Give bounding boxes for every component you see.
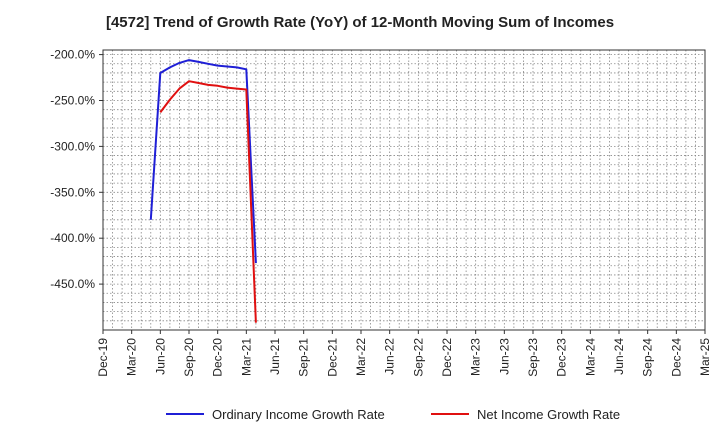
- series-line-net-income: [159, 80, 257, 323]
- legend-item-ordinary: Ordinary Income Growth Rate: [166, 404, 385, 424]
- x-tick-label: Jun-22: [383, 338, 397, 375]
- x-tick-label: Jun-20: [153, 338, 167, 375]
- series-layer: [149, 59, 257, 323]
- x-tick-label: Dec-19: [96, 338, 110, 377]
- x-tick-label: Dec-20: [211, 338, 225, 377]
- legend-swatch-net: [431, 413, 469, 415]
- x-tick-label: Dec-23: [555, 338, 569, 377]
- x-tick-label: Sep-22: [411, 338, 425, 377]
- y-tick-label: -450.0%: [50, 277, 95, 291]
- legend: Ordinary Income Growth Rate Net Income G…: [0, 404, 720, 424]
- x-tick-label: Dec-22: [440, 338, 454, 377]
- x-tick-label: Jun-21: [268, 338, 282, 375]
- x-tick-label: Jun-23: [497, 338, 511, 375]
- axis-layer: [99, 49, 706, 334]
- y-tick-label: -300.0%: [50, 139, 95, 153]
- x-tick-label: Jun-24: [612, 338, 626, 375]
- x-tick-label: Dec-24: [669, 338, 683, 377]
- y-tick-label: -350.0%: [50, 185, 95, 199]
- y-tick-label: -400.0%: [50, 231, 95, 245]
- x-tick-label: Mar-22: [354, 338, 368, 376]
- legend-item-net: Net Income Growth Rate: [431, 404, 620, 424]
- y-tick-label: -250.0%: [50, 93, 95, 107]
- x-tick-label: Mar-25: [698, 338, 712, 376]
- series-line-ordinary-income: [149, 59, 257, 264]
- x-tick-label: Sep-21: [297, 338, 311, 377]
- chart-title: [4572] Trend of Growth Rate (YoY) of 12-…: [105, 14, 615, 31]
- x-tick-label: Mar-23: [469, 338, 483, 376]
- legend-label-ordinary: Ordinary Income Growth Rate: [212, 406, 385, 422]
- legend-swatch-ordinary: [166, 413, 204, 415]
- x-tick-label: Dec-21: [325, 338, 339, 377]
- x-tick-label: Sep-24: [641, 338, 655, 377]
- tick-label-layer: -200.0% -250.0% -300.0% -350.0% -400.0% -450.…: [50, 48, 712, 377]
- x-tick-label: Mar-20: [125, 338, 139, 376]
- x-tick-label: Mar-24: [583, 338, 597, 376]
- x-tick-label: Sep-20: [182, 338, 196, 377]
- legend-label-net: Net Income Growth Rate: [477, 406, 621, 422]
- x-tick-label: Sep-23: [526, 338, 540, 377]
- grid-layer: [102, 50, 706, 331]
- y-tick-label: -200.0%: [50, 48, 95, 62]
- plot-frame: [102, 49, 706, 331]
- x-tick-label: Mar-21: [239, 338, 253, 376]
